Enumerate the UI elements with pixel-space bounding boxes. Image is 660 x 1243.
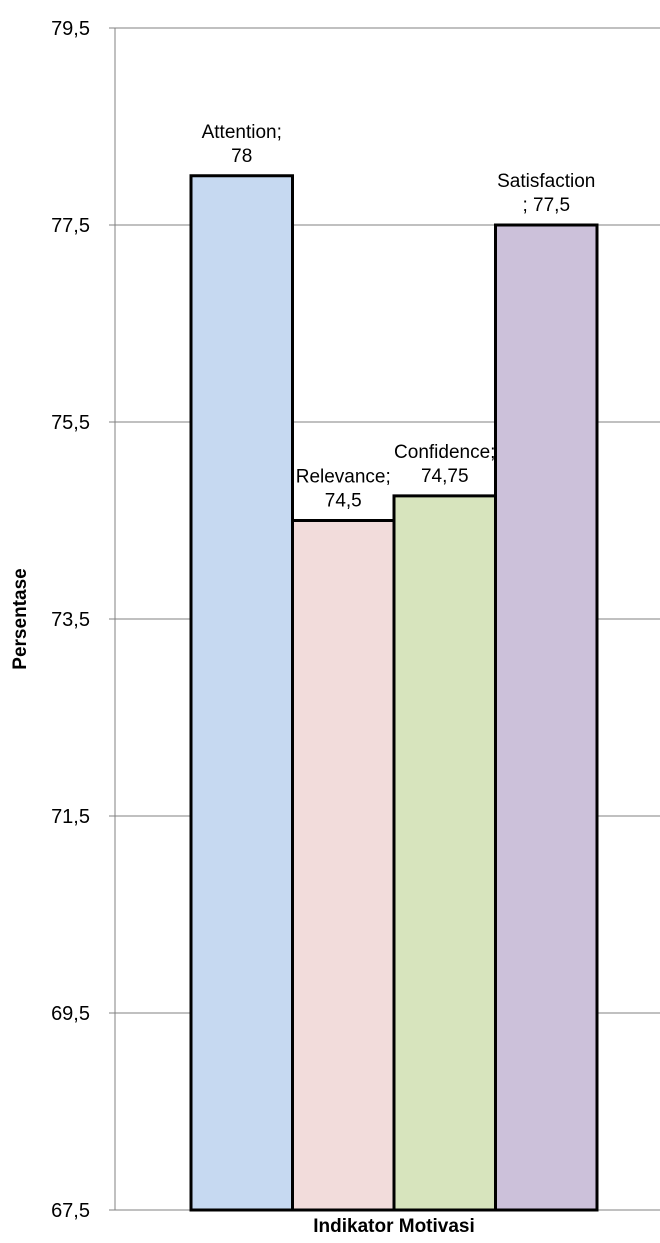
data-label-attention: Attention; 78 [202,122,282,167]
data-label-satisfaction: Satisfaction; 77,5 [497,171,595,216]
y-tick-label: 67,5 [51,1200,90,1222]
y-tick-label: 75,5 [51,412,90,434]
data-label-relevance: Relevance; 74,5 [296,467,391,512]
data-label-confidence: Confidence; 74,75 [394,442,495,487]
bar-satisfaction [494,223,599,1212]
y-tick-label: 71,5 [51,806,90,828]
bars [189,174,599,1212]
x-axis-title: Indikator Motivasi [313,1216,475,1237]
y-axis-title: Persentase [10,568,31,669]
y-tick-label: 79,5 [51,18,90,40]
bar-confidence [392,494,497,1212]
y-tick-label: 69,5 [51,1003,90,1025]
y-tick-label: 77,5 [51,215,90,237]
bar-attention [189,174,294,1212]
y-tick-label: 73,5 [51,609,90,631]
bar-relevance [291,519,396,1212]
y-tick-labels: 67,5 69,5 71,5 73,5 75,5 77,5 79,5 [51,18,90,1222]
